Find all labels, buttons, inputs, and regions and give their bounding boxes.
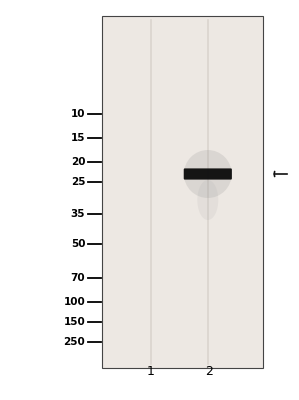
Text: 100: 100 — [63, 297, 85, 307]
Text: 2: 2 — [205, 365, 213, 378]
Text: 25: 25 — [71, 177, 85, 187]
Text: 250: 250 — [63, 337, 85, 347]
Text: 10: 10 — [71, 109, 85, 119]
Text: 70: 70 — [71, 273, 85, 283]
Ellipse shape — [197, 180, 218, 220]
Bar — [102, 16, 263, 368]
Text: 20: 20 — [71, 157, 85, 167]
Text: 1: 1 — [147, 365, 155, 378]
Text: 150: 150 — [63, 317, 85, 327]
Text: 15: 15 — [71, 133, 85, 143]
Text: 50: 50 — [71, 239, 85, 249]
Ellipse shape — [184, 150, 232, 198]
FancyBboxPatch shape — [184, 168, 232, 180]
Text: 35: 35 — [71, 209, 85, 219]
